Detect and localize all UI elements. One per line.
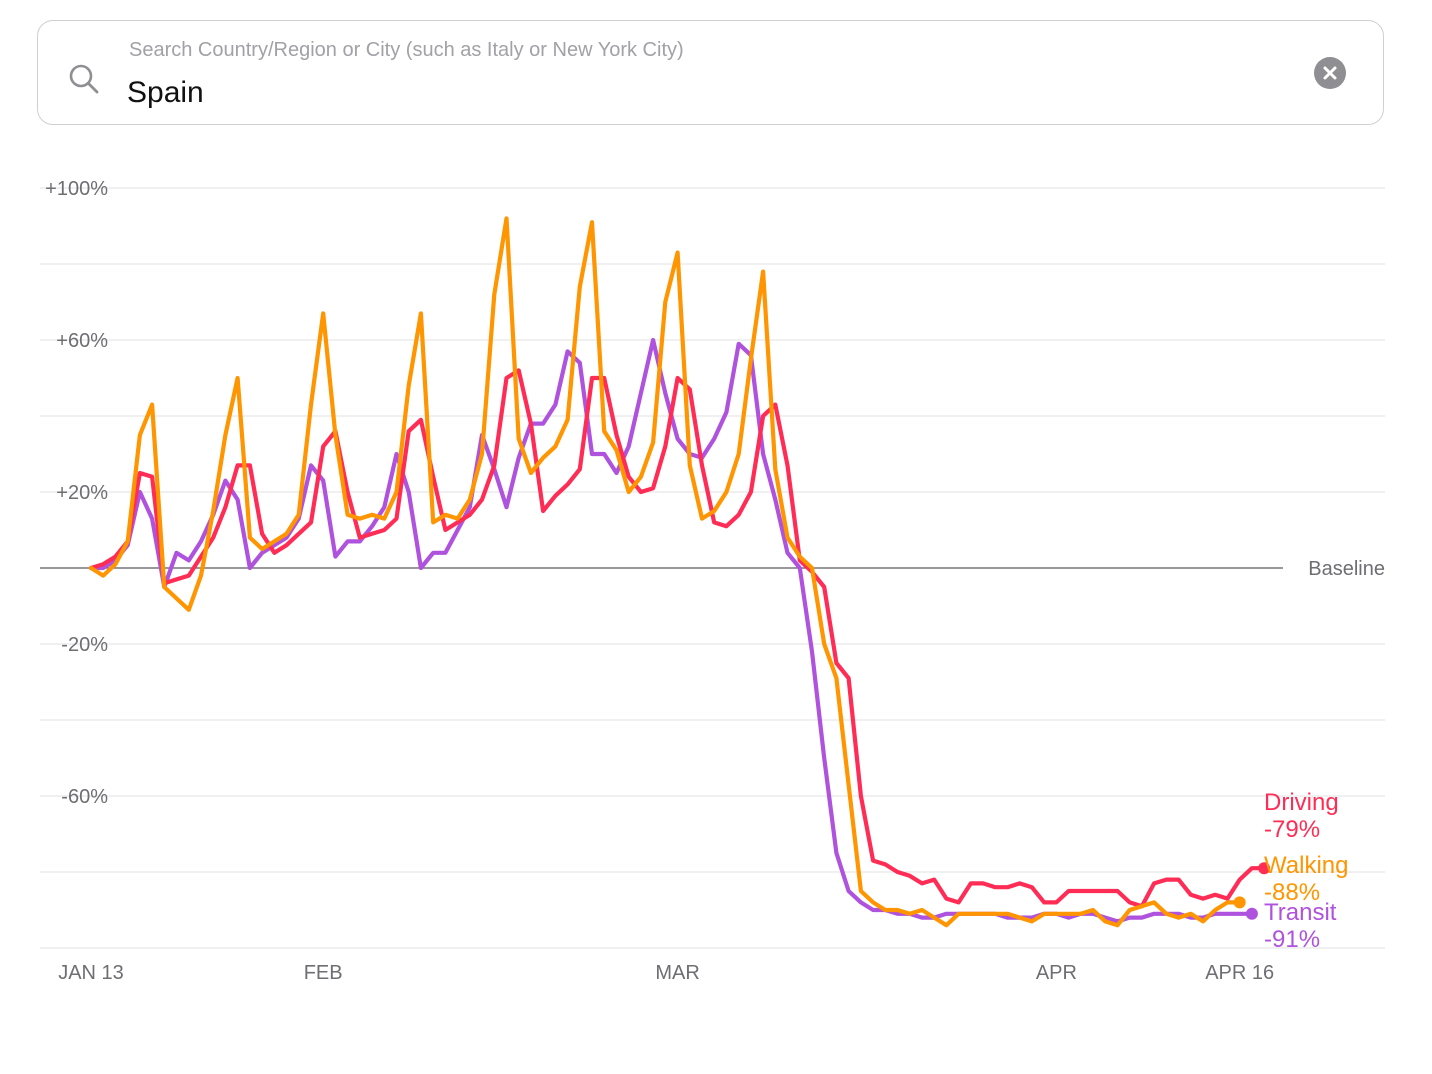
legend-name: Transit [1264,899,1337,926]
search-icon [69,64,99,94]
y-tick-label: -60% [61,786,108,808]
series-endpoint-walking [1233,896,1246,909]
x-tick-label: APR 16 [1205,962,1274,984]
mobility-trend-chart: +100% +60% +20% -20% -60% Baseline JAN 13 FEB… [40,178,1385,984]
x-tick-label: MAR [655,962,699,984]
legend-name: Driving [1264,789,1339,816]
legend-entry-driving: Driving-79% [1264,789,1339,843]
legend-entry-transit: Transit-91% [1264,899,1337,953]
x-tick-label: APR [1036,962,1077,984]
x-tick-label: FEB [304,962,343,984]
baseline-label: Baseline [1308,558,1385,580]
series-layer [88,216,1271,928]
x-axis: JAN 13 FEB MAR APR APR 16 [58,962,1274,984]
search-bar[interactable]: Search Country/Region or City (such as I… [37,20,1384,125]
close-circle-icon [1323,66,1337,80]
series-line-transit [88,337,1255,924]
y-tick-label: +100% [45,178,108,200]
y-tick-label: +20% [56,482,108,504]
search-input[interactable] [127,71,1227,115]
clear-search-button[interactable] [1314,57,1346,89]
legend-name: Walking [1264,852,1348,879]
series-line-driving [88,368,1267,909]
baseline: Baseline [40,558,1385,580]
series-legend: Driving-79% Walking-88%Transit-91% [1264,789,1348,953]
grid-layer [40,187,1385,949]
y-tick-label: -20% [61,634,108,656]
series-line-walking [88,216,1242,928]
legend-value: -91% [1264,926,1320,953]
legend-entry-walking: Walking-88% [1264,852,1348,906]
series-endpoint-transit [1245,907,1258,920]
x-tick-label: JAN 13 [58,962,124,984]
legend-value: -88% [1264,879,1320,906]
y-axis: +100% +60% +20% -20% -60% [45,178,108,808]
search-placeholder: Search Country/Region or City (such as I… [129,39,684,61]
series-endpoint-driving [1258,862,1271,875]
legend-value: -79% [1264,816,1320,843]
y-tick-label: +60% [56,330,108,352]
